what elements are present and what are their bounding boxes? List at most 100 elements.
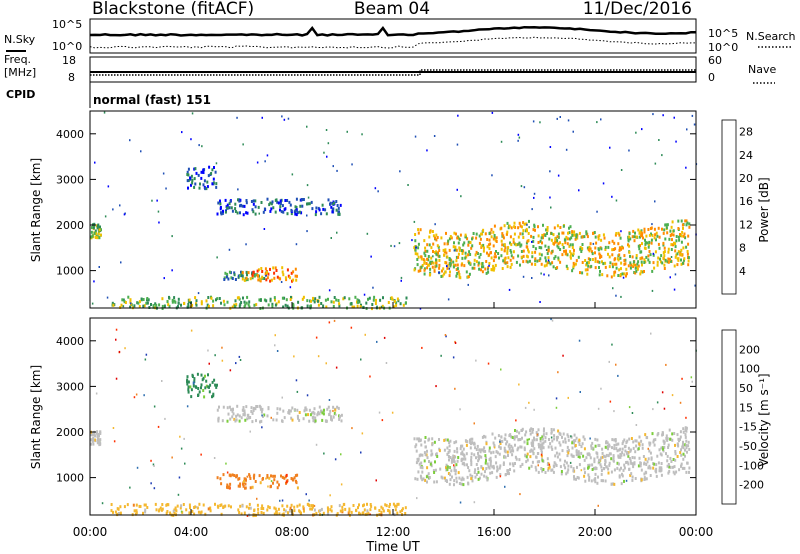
data-cell (332, 405, 335, 409)
data-cell (420, 443, 423, 447)
data-cell (470, 460, 473, 464)
data-cell (186, 380, 189, 384)
data-cell (528, 219, 530, 223)
data-cell (258, 212, 260, 215)
data-cell (613, 241, 616, 245)
data-cell (521, 436, 523, 440)
data-cell (460, 482, 463, 486)
data-cell (542, 468, 545, 471)
data-cell (488, 466, 491, 470)
data-cell (589, 456, 592, 460)
data-cell (492, 466, 495, 470)
data-cell (504, 433, 507, 437)
data-cell (519, 493, 521, 496)
data-cell (231, 473, 234, 477)
data-cell (558, 452, 561, 456)
data-cell (475, 359, 477, 362)
data-cell (267, 303, 270, 307)
data-cell (166, 510, 169, 513)
data-cell (303, 509, 305, 513)
data-cell (519, 445, 522, 449)
data-cell (133, 304, 136, 308)
data-cell (446, 266, 449, 270)
data-cell (665, 226, 668, 230)
data-cell (670, 259, 672, 263)
data-cell (629, 473, 632, 477)
data-cell (226, 406, 229, 410)
data-cell (525, 259, 528, 263)
data-cell (571, 246, 574, 250)
data-cell (575, 436, 578, 440)
data-cell (153, 465, 155, 467)
data-cell (445, 463, 448, 467)
data-cell (309, 413, 312, 417)
data-cell (608, 255, 611, 259)
data-cell (612, 248, 615, 251)
data-cell (479, 237, 482, 241)
data-cell (214, 502, 216, 506)
data-cell (220, 212, 223, 216)
data-cell (189, 385, 192, 389)
data-cell (93, 280, 95, 283)
data-cell (171, 269, 173, 272)
data-cell (95, 392, 98, 395)
data-cell (156, 199, 158, 202)
data-cell (420, 257, 423, 261)
data-cell (215, 298, 217, 302)
data-cell (568, 244, 571, 248)
data-cell (326, 155, 328, 158)
data-cell (113, 440, 116, 443)
data-cell (431, 265, 434, 269)
data-cell (351, 305, 354, 309)
data-cell (97, 223, 100, 227)
cpid-label: CPID (6, 88, 35, 101)
data-cell (537, 225, 539, 229)
x-tick-label: 04:00 (174, 525, 209, 539)
data-cell (652, 466, 655, 470)
data-cell (567, 468, 570, 472)
data-cell (484, 232, 487, 236)
data-cell (257, 268, 260, 272)
data-cell (222, 405, 225, 409)
data-cell (414, 239, 417, 243)
data-cell (636, 262, 639, 266)
data-cell (469, 446, 472, 450)
data-cell (335, 200, 338, 203)
data-cell (517, 133, 520, 136)
data-cell (672, 470, 675, 474)
data-cell (503, 224, 506, 228)
data-cell (555, 406, 558, 409)
data-cell (588, 453, 591, 457)
data-cell (348, 509, 351, 513)
data-cell (531, 460, 534, 464)
data-cell (594, 251, 596, 255)
data-cell (625, 461, 628, 464)
data-cell (219, 477, 222, 481)
data-cell (541, 437, 544, 441)
data-cell (628, 244, 631, 248)
data-cell (271, 305, 274, 308)
data-cell (547, 249, 550, 253)
data-cell (489, 459, 492, 463)
data-cell (96, 236, 99, 240)
data-region (186, 165, 218, 191)
data-cell (327, 297, 329, 301)
data-cell (477, 263, 480, 267)
data-cell (423, 261, 426, 265)
data-cell (298, 418, 301, 422)
data-cell (625, 274, 627, 278)
data-cell (617, 274, 620, 277)
data-cell (646, 436, 649, 440)
data-cell (531, 449, 534, 453)
data-cell (658, 235, 661, 239)
data-cell (385, 362, 388, 364)
data-cell (526, 255, 529, 259)
data-cell (654, 233, 657, 237)
data-cell (360, 451, 362, 454)
data-cell (237, 508, 240, 512)
data-cell (520, 243, 523, 247)
data-cell (634, 439, 637, 443)
data-cell (657, 256, 660, 260)
data-cell (461, 450, 464, 454)
data-cell (470, 458, 473, 462)
